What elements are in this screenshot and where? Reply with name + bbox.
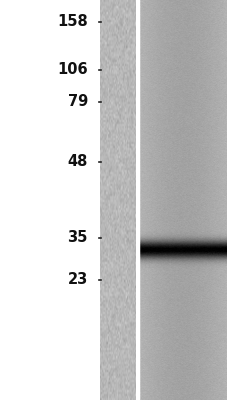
Text: 79: 79 [67,94,87,110]
Text: 35: 35 [67,230,87,246]
Text: 23: 23 [67,272,87,288]
Text: 158: 158 [57,14,87,30]
Bar [140,0,227,400]
Bar [100,0,135,400]
Text: 106: 106 [57,62,87,78]
Text: 48: 48 [67,154,87,170]
